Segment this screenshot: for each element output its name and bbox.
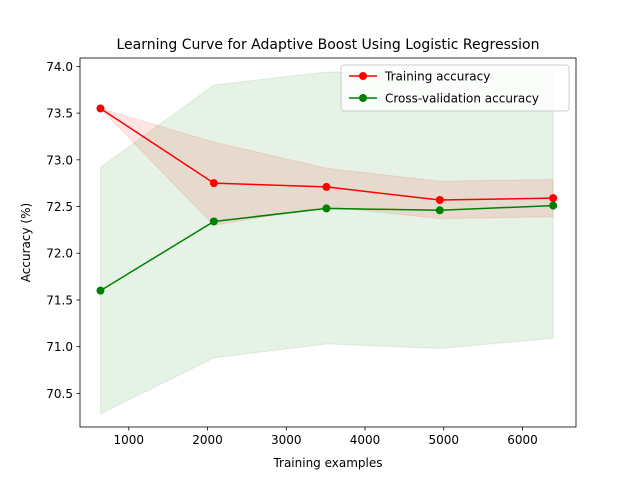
x-tick-label-5: 6000 [507,433,538,447]
series-points [96,104,558,295]
y-tick-label-4: 72.5 [46,200,73,214]
y-axis-ticks: 70.5 71.0 71.5 72.0 72.5 73.0 73.5 74.0 [46,60,80,401]
point-series-1-1 [209,217,218,226]
point-series-0-1 [209,179,218,188]
y-tick-label-3: 72.0 [46,247,73,261]
y-tick-label-2: 71.5 [46,293,73,307]
y-tick-label-6: 73.5 [46,107,73,121]
y-tick-label-7: 74.0 [46,60,73,74]
x-axis-label: Training examples [272,456,382,470]
band-series-1 [99,71,554,415]
legend-marker-1 [359,94,367,102]
point-series-0-0 [96,104,105,113]
legend-label-1: Cross-validation accuracy [385,92,539,106]
point-series-1-0 [96,286,105,295]
x-axis-ticks: 1000 2000 3000 4000 5000 6000 [114,427,538,447]
legend-box [340,64,570,112]
point-series-0-4 [549,194,558,203]
confidence-bands [98,71,554,415]
legend: Training accuracy Cross-validation accura… [340,64,570,112]
y-tick-label-5: 73.0 [46,153,73,167]
point-series-1-4 [549,201,558,210]
x-tick-label-2: 3000 [271,433,302,447]
y-axis-label: Accuracy (%) [19,203,33,282]
x-tick-label-4: 5000 [428,433,459,447]
legend-label-0: Training accuracy [384,70,490,84]
point-series-0-3 [435,195,444,204]
y-tick-label-1: 71.0 [46,340,73,354]
plot-frame [79,57,577,428]
y-tick-label-0: 70.5 [46,387,73,401]
x-tick-label-3: 4000 [350,433,381,447]
x-tick-label-1: 2000 [192,433,223,447]
point-series-1-3 [435,206,444,215]
point-series-1-2 [322,204,331,213]
chart-title: Learning Curve for Adaptive Boost Using … [117,37,540,53]
point-series-0-2 [322,182,331,191]
x-tick-label-0: 1000 [114,433,145,447]
legend-marker-0 [359,72,367,80]
